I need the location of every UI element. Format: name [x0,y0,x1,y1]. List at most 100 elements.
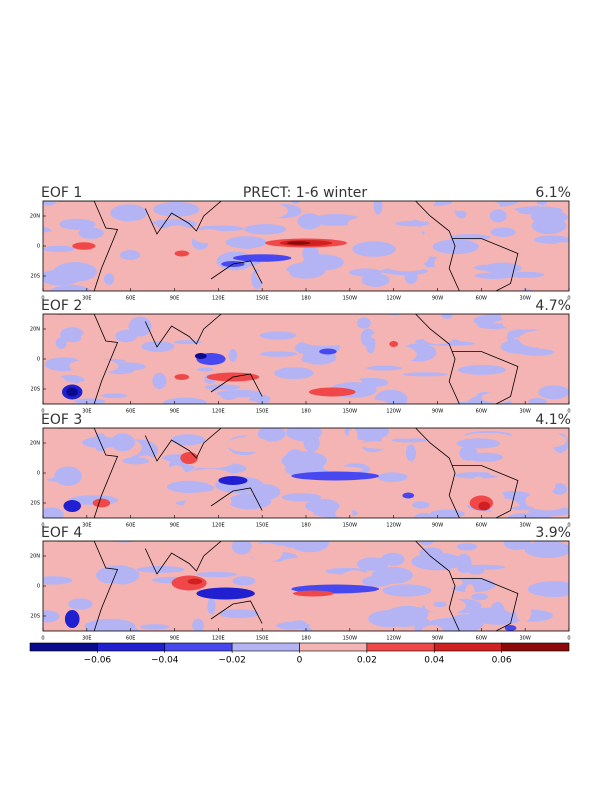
field-patch [297,570,326,578]
lon-tick-label: 0 [567,523,570,529]
field-patch [456,438,501,449]
lat-tick-label: 0 [37,471,40,477]
panel-label: EOF 3 [41,412,82,428]
coastline [57,201,119,291]
coastline [452,238,519,291]
field-patch [454,472,501,479]
panel-percent: 3.9% [535,525,571,541]
field-patch [489,209,507,223]
field-patch [153,201,200,217]
colorbar-tick-label: 0.04 [424,656,444,666]
lat-tick-label: 0 [37,584,40,590]
coastline [57,541,119,631]
field-patch [207,597,216,615]
lat-tick-label: 0 [37,357,40,363]
field-patch [302,244,319,263]
lat-tick-label: 20N [30,554,40,560]
field-patch [511,439,526,458]
field-patch [365,334,376,354]
field-patch [59,218,96,230]
field-feature [218,476,248,485]
field-patch [324,490,348,501]
field-patch [433,601,447,608]
field-patch [430,509,465,518]
field-patch [402,201,436,210]
field-patch [432,239,479,255]
field-patch [106,626,140,631]
field-patch [525,491,569,511]
panel-label: EOF 2 [41,298,82,314]
field-patch [78,227,104,239]
coastline [210,373,263,397]
colorbar-box [433,642,502,652]
lon-tick-label: 0 [41,409,44,415]
field-patch [104,379,150,391]
lon-tick-label: 90W [432,296,443,302]
field-patch [315,322,362,337]
panel-percent: 4.1% [535,412,571,428]
field-patch [411,328,420,335]
field [43,541,569,631]
coastline [144,541,222,575]
field-patch [396,429,419,439]
coastline [210,260,263,284]
lon-tick-label: 120E [212,296,225,302]
field-patch [516,604,532,622]
field-patch [68,598,93,610]
field-patch [526,314,569,327]
field-feature [63,500,81,512]
field-feature [174,250,190,257]
lat-tick-label: 20N [30,214,40,220]
lon-tick-label: 150E [256,296,269,302]
lon-tick-label: 30W [520,296,531,302]
field-patch [489,490,505,510]
field-feature [72,242,96,250]
lat-tick-label: 20S [30,614,40,620]
field-patch [260,351,298,357]
field-patch [60,327,85,343]
field-feature [64,610,80,628]
lon-tick-label: 90E [170,296,180,302]
field-patch [52,396,65,402]
field-patch [231,541,252,555]
field-patch [184,543,209,558]
field-patch [404,270,418,285]
field-patch [132,228,151,247]
field-patch [483,262,522,274]
lon-tick-label: 90E [170,636,180,642]
field-patch [43,428,68,436]
field-patch [319,431,333,440]
field-patch [223,340,243,349]
field-feature [180,452,198,464]
field-patch [422,314,442,327]
colorbar-box [501,642,570,652]
field-patch [382,584,432,597]
field-patch [352,241,396,257]
field-patch [259,331,297,340]
field-patch [290,541,330,553]
field-patch [506,512,552,518]
field-patch [80,330,119,345]
field-patch [46,477,81,482]
field-patch [151,541,198,545]
colorbar-tick-label: −0.04 [151,656,179,666]
colorbar-box [97,642,166,652]
field-patch [257,578,272,591]
lon-tick-label: 0 [567,636,570,642]
field-patch [313,362,348,374]
lon-tick-label: 30E [82,636,92,642]
field-patch [545,428,559,434]
field-feature [292,590,334,597]
map-panel: 0 30E 60E 90E 120E 150E 180 150W 120W 90W 60W 30W 0 2… [30,185,571,302]
colorbar-tick-label: 0.06 [492,656,512,666]
panel-label: EOF 1 [41,185,82,201]
field-feature [319,348,337,355]
colorbar-box [29,642,98,652]
lon-tick-label: 180 [301,296,311,302]
field-patch [43,231,78,246]
field-patch [103,273,115,285]
field-patch [548,620,558,631]
field-patch [488,469,533,478]
field-patch [113,565,129,581]
figure-title: PRECT: 1-6 winter [243,185,368,201]
